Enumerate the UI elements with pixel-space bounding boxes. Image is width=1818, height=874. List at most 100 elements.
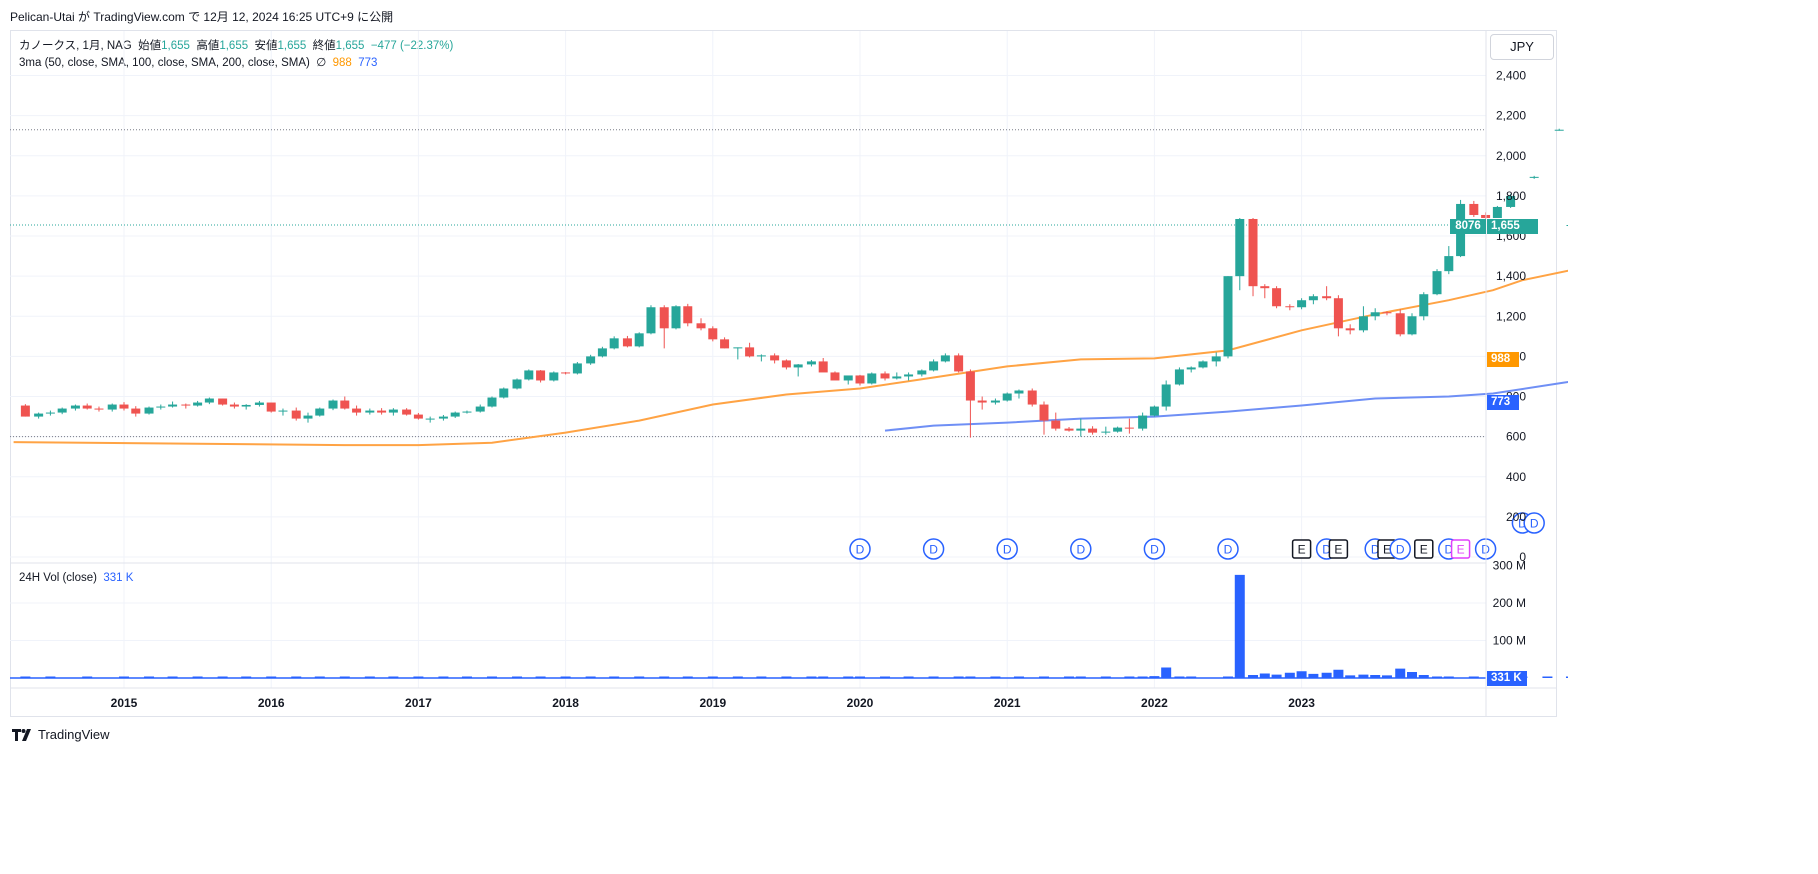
candle — [1260, 284, 1270, 299]
chart-frame — [10, 30, 1557, 717]
dividend-marker[interactable]: D — [922, 538, 945, 560]
earnings-marker[interactable]: E — [1414, 539, 1434, 559]
dividend-label: D — [1003, 543, 1012, 557]
candle — [1308, 294, 1318, 305]
dividend-label: D — [929, 543, 938, 557]
candle-body — [475, 406, 485, 412]
earnings-label: E — [1334, 543, 1342, 557]
tradingview-logo[interactable]: TradingView — [12, 727, 110, 742]
dividend-marker[interactable]: D — [1143, 538, 1166, 560]
candle — [1407, 313, 1417, 336]
symbol-legend: カノークス, 1月, NAG 始値1,655 高値1,655 安値1,655 終… — [19, 37, 453, 53]
ma-legend: 3ma (50, close, SMA, 100, close, SMA, 20… — [19, 55, 377, 69]
candle-body — [402, 409, 412, 415]
ma50-value: 988 — [332, 57, 352, 69]
volume-bar — [1418, 675, 1429, 678]
candle — [1506, 193, 1516, 208]
candle — [745, 342, 755, 358]
candle-body — [561, 372, 571, 374]
dividend-marker[interactable]: D — [1217, 538, 1239, 560]
volume-bar — [1333, 669, 1344, 678]
volume-bar — [1321, 672, 1332, 678]
candle — [793, 364, 803, 377]
candle-body — [352, 408, 362, 413]
earnings-marker[interactable]: E — [1328, 539, 1349, 559]
dividend-marker[interactable]: D — [1523, 512, 1545, 534]
candle-body — [315, 408, 325, 416]
volume-bar — [1358, 674, 1369, 678]
candle-body — [671, 306, 681, 329]
price-tick-label: 1,800 — [1496, 189, 1526, 203]
earnings-marker[interactable]: E — [1291, 539, 1312, 559]
horizontal-lines — [10, 129, 1486, 438]
candle-body — [1076, 428, 1086, 431]
price-tick-label: 1,400 — [1496, 269, 1526, 283]
candle — [1333, 295, 1343, 337]
volume-bar — [1370, 675, 1381, 678]
volume-bar — [1149, 676, 1160, 678]
dividend-marker[interactable]: D — [996, 538, 1018, 560]
candle-body — [536, 370, 546, 381]
candle — [487, 396, 497, 408]
candle — [1297, 298, 1307, 310]
time-tick-label: 2017 — [405, 696, 432, 710]
high-value: 1,655 — [219, 40, 249, 52]
candle-body — [770, 355, 780, 361]
tradingview-logo-icon — [12, 728, 31, 741]
candle-body — [524, 370, 534, 380]
candle — [940, 353, 950, 363]
candle — [512, 378, 522, 390]
candle-body — [904, 374, 914, 377]
time-tick-label: 2021 — [994, 696, 1021, 710]
candle-body — [193, 402, 203, 406]
volume-bar — [1234, 574, 1245, 678]
currency-button[interactable]: JPY — [1490, 34, 1554, 60]
volume-bar — [1381, 675, 1392, 678]
candle — [144, 406, 154, 415]
candle-body — [549, 372, 559, 381]
candle-body — [830, 372, 840, 381]
candle-body — [940, 355, 950, 362]
candle — [1345, 324, 1355, 335]
candle — [241, 404, 251, 410]
candle — [1248, 217, 1258, 297]
dividend-label: D — [1530, 517, 1539, 531]
candle-body — [965, 371, 975, 401]
candle — [818, 358, 828, 373]
chart-canvas[interactable]: DDDDDDEDEDEDEDEDDD 2,400 2,200 2,000 1,800 1… — [0, 0, 1568, 752]
ma-hidden-icon: ∅ — [316, 57, 327, 69]
candle — [696, 318, 706, 331]
candle-body — [1064, 428, 1074, 431]
candle-body — [94, 408, 104, 410]
candle-body — [20, 405, 30, 417]
dividend-marker[interactable]: D — [1070, 538, 1092, 560]
candle-body — [1260, 286, 1270, 289]
candle-body — [1492, 206, 1502, 218]
candle-body — [1333, 298, 1343, 329]
price-tick-label: 2,200 — [1496, 109, 1526, 123]
earnings-marker[interactable]: E — [1450, 539, 1471, 559]
candle-body — [1358, 316, 1368, 331]
candle — [20, 404, 30, 417]
candle-body — [806, 361, 816, 365]
candle — [586, 354, 596, 365]
candle-body — [793, 364, 803, 368]
dividend-marker[interactable]: D — [1389, 538, 1411, 560]
candle-body — [512, 379, 522, 389]
candle — [572, 362, 582, 375]
candle — [720, 337, 730, 349]
candle-body — [291, 410, 301, 419]
candle — [402, 408, 412, 416]
candle — [1039, 401, 1049, 435]
candle-body — [929, 361, 939, 371]
candle — [954, 353, 964, 373]
candle — [892, 372, 902, 380]
change-value: −477 (−22.37%) — [370, 40, 454, 52]
volume-title[interactable]: 24H Vol (close) — [19, 572, 97, 584]
candle — [733, 347, 743, 360]
dividend-circle — [922, 538, 945, 560]
candle — [218, 398, 228, 406]
symbol-name[interactable]: カノークス, 1月, NAG — [19, 40, 132, 52]
ma-title[interactable]: 3ma (50, close, SMA, 100, close, SMA, 20… — [19, 57, 310, 69]
dividend-marker[interactable]: D — [849, 538, 871, 560]
